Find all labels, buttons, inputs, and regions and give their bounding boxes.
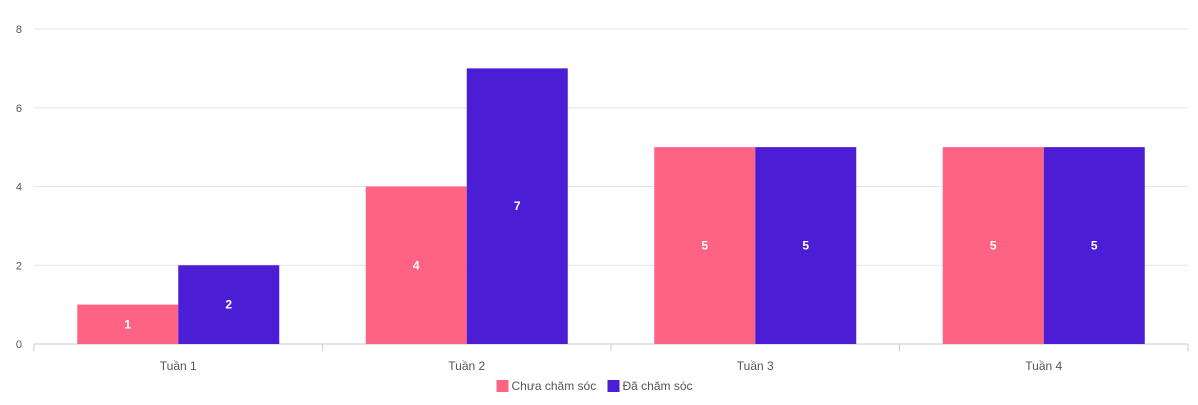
bar-value-label: 7: [514, 199, 521, 213]
bars: [77, 68, 1145, 344]
bar-value-label: 5: [1091, 239, 1098, 253]
x-category-label: Tuần 4: [1025, 359, 1062, 373]
bar-value-label: 1: [124, 317, 131, 331]
legend-swatch: [496, 380, 509, 392]
x-category-label: Tuần 1: [160, 359, 197, 373]
bar-value-label: 4: [413, 258, 420, 272]
legend[interactable]: Chưa chăm sóc Đã chăm sóc: [496, 379, 693, 393]
bar-value-label: 5: [990, 239, 997, 253]
legend-item-da-cham-soc[interactable]: Đã chăm sóc: [607, 379, 693, 393]
y-tick-label: 8: [16, 24, 22, 36]
legend-label: Chưa chăm sóc: [512, 379, 597, 393]
bar-chua-cham-soc[interactable]: [365, 186, 467, 345]
bar-chua-cham-soc[interactable]: [654, 147, 756, 344]
y-tick-label: 6: [16, 103, 22, 115]
bar-value-label: 5: [802, 239, 809, 253]
bar-chua-cham-soc[interactable]: [942, 147, 1044, 344]
y-tick-label: 0: [16, 339, 22, 351]
data-labels: 1 2 4 7 5 5 5 5: [124, 199, 1098, 331]
y-tick-label: 4: [16, 182, 22, 194]
bar-value-label: 5: [701, 239, 708, 253]
bar-da-cham-soc[interactable]: [755, 147, 857, 344]
x-category-label: Tuần 2: [448, 359, 485, 373]
y-tick-label: 2: [16, 260, 22, 272]
bar-da-cham-soc[interactable]: [1043, 147, 1145, 344]
legend-swatch: [607, 380, 620, 392]
bar-da-cham-soc[interactable]: [178, 265, 280, 344]
legend-item-chua-cham-soc[interactable]: Chưa chăm sóc: [496, 379, 597, 393]
legend-label: Đã chăm sóc: [623, 379, 693, 393]
bar-value-label: 2: [225, 298, 232, 312]
bar-da-cham-soc[interactable]: [466, 68, 568, 344]
x-category-label: Tuần 3: [737, 359, 774, 373]
bar-chua-cham-soc[interactable]: [77, 304, 179, 344]
